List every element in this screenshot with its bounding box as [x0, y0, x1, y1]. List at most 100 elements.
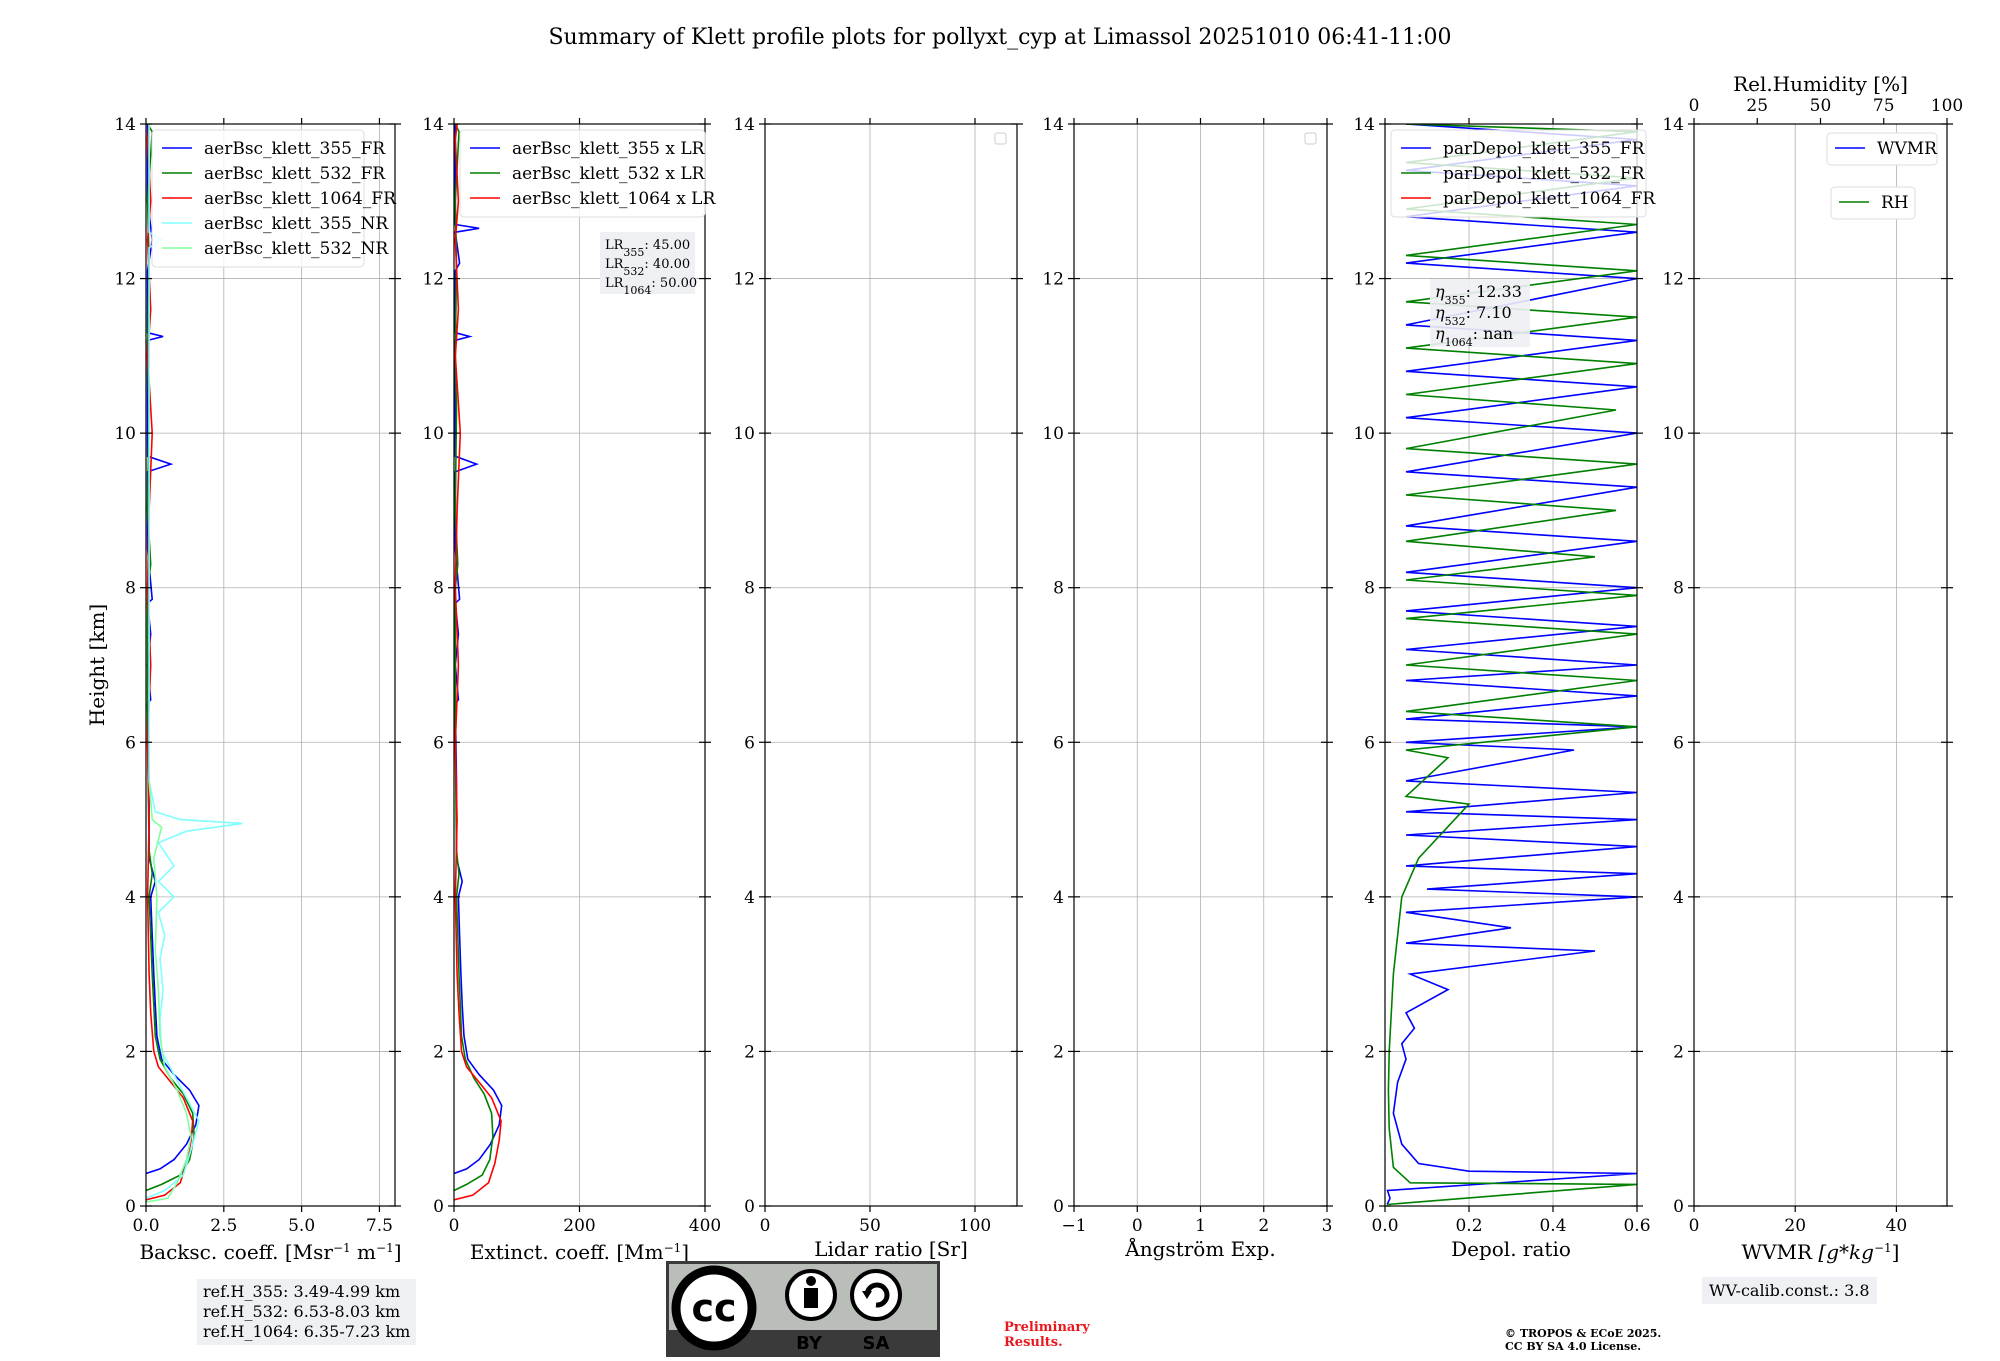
subplot-bsc: 0 2 4 6 8 10 12 14 0.0 2.5 5.0 7.5 Backsc. coeff. [M…	[114, 115, 401, 1264]
legend-box	[1390, 129, 1647, 218]
top-x-axis-label: Rel.Humidity [%]	[1733, 72, 1908, 96]
top-xtick-label: 100	[1931, 96, 1963, 116]
by-text: BY	[796, 1333, 823, 1354]
xtick-label: 2.5	[210, 1216, 237, 1236]
ytick-label: 6	[1053, 733, 1064, 753]
x-axis-label: Depol. ratio	[1451, 1237, 1571, 1261]
legend-label: aerBsc_klett_532_FR	[204, 164, 386, 184]
legend-label: aerBsc_klett_355_FR	[204, 139, 386, 159]
annotation-box	[600, 232, 695, 294]
xtick-label: 3	[1322, 1216, 1333, 1236]
xtick-label: 2	[1258, 1216, 1269, 1236]
ytick-label: 6	[125, 733, 136, 753]
xtick-label: 5.0	[288, 1216, 315, 1236]
x-axis-label: Ångström Exp.	[1124, 1236, 1275, 1261]
legend-box	[459, 129, 706, 218]
annotation-box	[1430, 279, 1530, 347]
top-xtick-label: 0	[1689, 96, 1700, 116]
series-line-aerBsc_klett_1064_FR	[146, 124, 194, 1201]
ytick-label: 8	[125, 579, 136, 599]
xtick-label: 200	[563, 1216, 595, 1236]
ytick-label: 10	[1662, 424, 1684, 444]
copyright-notice: © TROPOS & ECoE 2025. CC BY SA 4.0 Licen…	[1505, 1327, 1661, 1353]
lr-532: LR532: 40.00	[605, 257, 690, 278]
eta-1064: η1064: nan	[1435, 324, 1513, 349]
wv-calib-text: WV-calib.const.: 3.8	[1709, 1281, 1870, 1300]
refh-355: ref.H_355: 3.49-4.99 km	[203, 1282, 401, 1301]
series-line-aerBsc_klett_532_NR	[146, 780, 192, 1203]
xtick-label: 20	[1784, 1216, 1806, 1236]
cc-text: cc	[691, 1286, 736, 1330]
legend-rh: RH	[1830, 186, 1916, 220]
ytick-label: 4	[125, 888, 136, 908]
cc-by-sa-badge: cc BY SA	[666, 1261, 940, 1357]
ytick-label: 2	[125, 1042, 136, 1062]
eta-532: η532: 7.10	[1435, 303, 1512, 328]
ytick-label: 10	[114, 424, 136, 444]
ytick-label: 8	[433, 579, 444, 599]
copyright-line-1: © TROPOS & ECoE 2025.	[1505, 1327, 1662, 1340]
ytick-label: 0	[433, 1197, 444, 1217]
copyright-line-2: CC BY SA 4.0 License.	[1505, 1340, 1642, 1353]
legend-bsc: aerBsc_klett_355_FR aerBsc_klett_532_FRae…	[151, 129, 397, 268]
reference-height-box: ref.H_355: 3.49-4.99 km ref.H_532: 6.53-…	[197, 1279, 417, 1345]
ytick-label: 2	[1053, 1042, 1064, 1062]
ytick-label: 12	[1662, 270, 1684, 290]
xtick-label: 100	[959, 1216, 991, 1236]
ytick-label: 8	[1673, 579, 1684, 599]
legend-label: WVMR	[1877, 139, 1938, 159]
ytick-label: 14	[1353, 115, 1375, 135]
legend-label: aerBsc_klett_1064 x LR	[512, 189, 716, 209]
legend-box	[1830, 186, 1916, 220]
ytick-label: 4	[744, 888, 755, 908]
x-axis-label: WVMR [g*kg−1]	[1742, 1240, 1900, 1264]
xtick-label: 0.2	[1455, 1216, 1482, 1236]
series-line-parDepol_klett_355_FR	[1386, 124, 1637, 1205]
ytick-label: 6	[433, 733, 444, 753]
xtick-label: 50	[859, 1216, 881, 1236]
figure-title: Summary of Klett profile plots for polly…	[548, 25, 1451, 50]
ytick-label: 12	[1042, 270, 1064, 290]
ytick-label: 6	[744, 733, 755, 753]
ytick-label: 14	[1662, 115, 1684, 135]
empty-legend-box	[994, 132, 1007, 145]
ytick-label: 0	[1364, 1197, 1375, 1217]
y-axis-label: Height [km]	[85, 604, 109, 726]
ytick-label: 0	[1673, 1197, 1684, 1217]
x-axis-label: Extinct. coeff. [Mm−1]	[470, 1240, 689, 1264]
xtick-label: 400	[689, 1216, 721, 1236]
ytick-label: 6	[1364, 733, 1375, 753]
preliminary-line-2: Results.	[1004, 1335, 1063, 1350]
ytick-label: 10	[1042, 424, 1064, 444]
axes-frame	[1693, 123, 1948, 1207]
eta-355: η355: 12.33	[1435, 282, 1522, 307]
lr-1064: LR1064: 50.00	[605, 276, 697, 297]
top-xtick-label: 25	[1746, 96, 1768, 116]
xtick-label: 0.0	[132, 1216, 159, 1236]
ytick-label: 2	[744, 1042, 755, 1062]
ytick-label: 4	[1053, 888, 1064, 908]
xtick-label: 0.0	[1371, 1216, 1398, 1236]
ytick-label: 12	[422, 270, 444, 290]
legend-label: RH	[1881, 193, 1909, 213]
ytick-label: 2	[1673, 1042, 1684, 1062]
ytick-label: 14	[1042, 115, 1064, 135]
ytick-label: 14	[114, 115, 136, 135]
xtick-label: 0	[449, 1216, 460, 1236]
ytick-label: 4	[1364, 888, 1375, 908]
legend-label: parDepol_klett_532_FR	[1443, 164, 1646, 184]
top-xtick-label: 75	[1873, 96, 1895, 116]
xtick-label: 0	[1689, 1216, 1700, 1236]
top-xtick-label: 50	[1810, 96, 1832, 116]
legend-wvmr: WVMR	[1826, 132, 1938, 166]
legend-label: aerBsc_klett_532 x LR	[512, 164, 706, 184]
legend-label: aerBsc_klett_532_NR	[204, 239, 389, 259]
ytick-label: 2	[433, 1042, 444, 1062]
axes-frame	[1384, 123, 1638, 1207]
